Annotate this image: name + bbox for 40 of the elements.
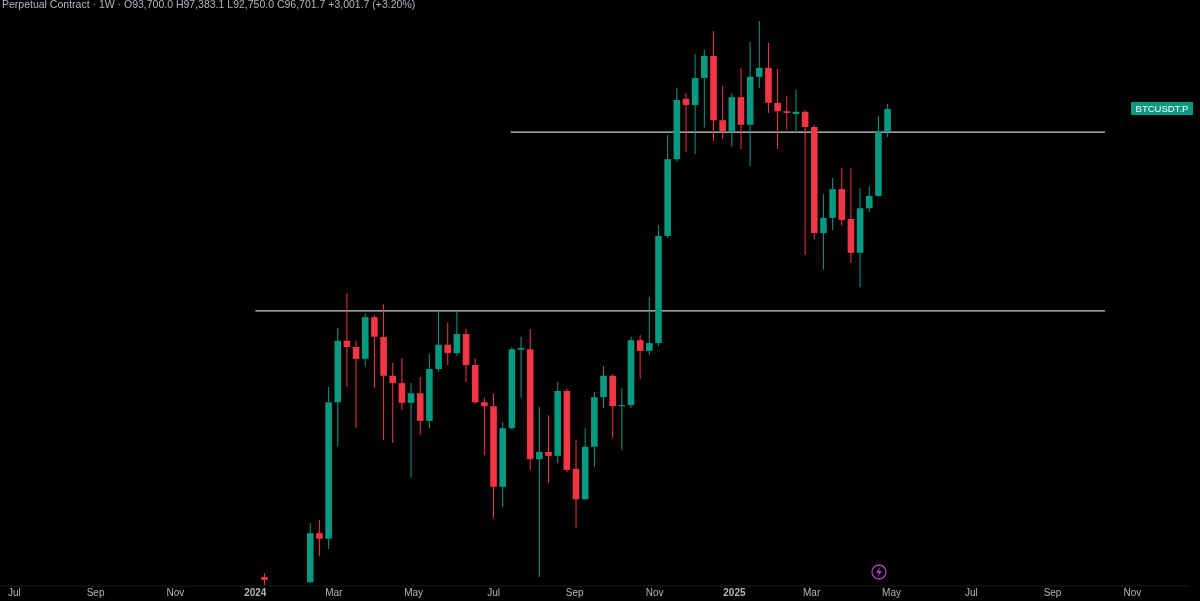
- candlestick: [719, 85, 726, 140]
- x-tick-label: Jul: [8, 587, 21, 598]
- x-tick-label: 2025: [723, 587, 746, 598]
- candlestick: [820, 193, 827, 271]
- x-tick-label: Nov: [645, 587, 664, 598]
- candlestick: [517, 336, 525, 399]
- x-tick-label: May: [882, 587, 901, 598]
- candlestick: [389, 362, 397, 444]
- candlestick: [600, 365, 607, 409]
- candlestick: [316, 519, 323, 557]
- x-tick-label: Nov: [1123, 587, 1142, 598]
- candlestick: [756, 20, 763, 89]
- x-tick-label: Nov: [166, 587, 185, 598]
- x-tick-label: 2024: [244, 587, 267, 598]
- candlestick: [453, 311, 461, 357]
- x-tick-label: Sep: [1043, 587, 1062, 598]
- candlestick: [371, 314, 378, 389]
- candlestick: [783, 95, 791, 131]
- x-tick-label: Sep: [565, 587, 585, 598]
- x-tick-label: Sep: [86, 587, 105, 598]
- candlestick: [545, 414, 552, 484]
- candlestick: [398, 357, 406, 411]
- x-tick-label: May: [404, 587, 424, 598]
- chart-title: Perpetual Contract · 1W · O93,700.0 H97,383.1 L92,750.0 C96,701.7 +3,001.7 (+3.20%): [2, 0, 416, 10]
- candlestick: [884, 103, 891, 138]
- candlestick: [701, 49, 708, 129]
- candlestick: [774, 68, 781, 150]
- candlestick: [636, 334, 644, 380]
- candlestick: [536, 406, 543, 578]
- x-tick-label: Mar: [803, 587, 821, 598]
- candlestick: [481, 397, 488, 456]
- annotation: BTCUSDT.P: [1135, 102, 1189, 114]
- candlestick: [865, 185, 873, 213]
- candlestick: [444, 322, 452, 366]
- candlestick: [646, 296, 653, 356]
- x-tick-label: Mar: [325, 587, 344, 598]
- candlestick: [352, 340, 360, 429]
- x-tick-label: Jul: [964, 587, 978, 598]
- candlestick: [407, 382, 415, 479]
- x-tick-label: Jul: [487, 587, 500, 598]
